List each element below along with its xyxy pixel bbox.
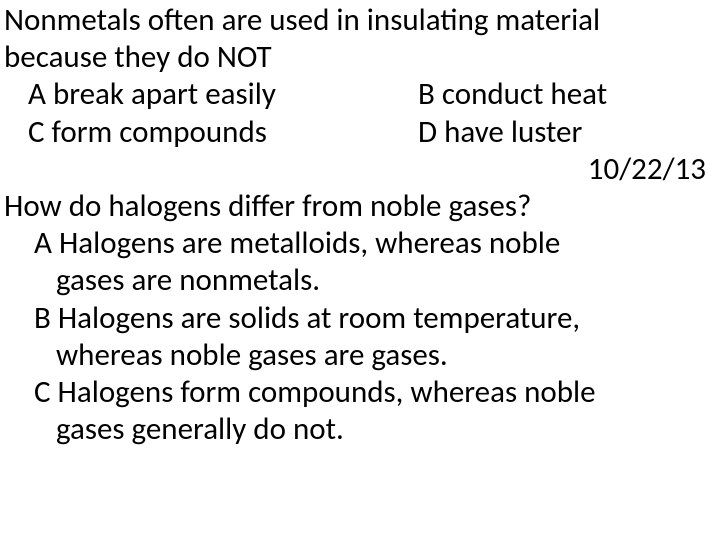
q2-option-b-line2: whereas noble gases are gases. xyxy=(4,337,716,374)
q2-option-a-line1: A Halogens are metalloids, whereas noble xyxy=(4,225,716,262)
q1-option-a: A break apart easily xyxy=(28,76,418,113)
q1-option-d: D have luster xyxy=(418,114,716,151)
q1-options-row1: A break apart easily B conduct heat xyxy=(4,76,716,113)
q1-option-b: B conduct heat xyxy=(418,76,716,113)
q1-line1: Nonmetals often are used in insulating m… xyxy=(4,2,716,39)
q1-option-c: C form compounds xyxy=(28,114,418,151)
q2-question: How do halogens differ from noble gases? xyxy=(4,188,716,225)
q2-option-b-line1: B Halogens are solids at room temperatur… xyxy=(4,300,716,337)
q2-option-a-line2: gases are nonmetals. xyxy=(4,262,716,299)
q2-option-c-line1: C Halogens form compounds, whereas noble xyxy=(4,374,716,411)
q1-options-row2: C form compounds D have luster xyxy=(4,114,716,151)
q2-option-c-line2: gases generally do not. xyxy=(4,411,716,448)
date-text: 10/22/13 xyxy=(4,151,716,188)
q1-line2: because they do NOT xyxy=(4,39,716,76)
